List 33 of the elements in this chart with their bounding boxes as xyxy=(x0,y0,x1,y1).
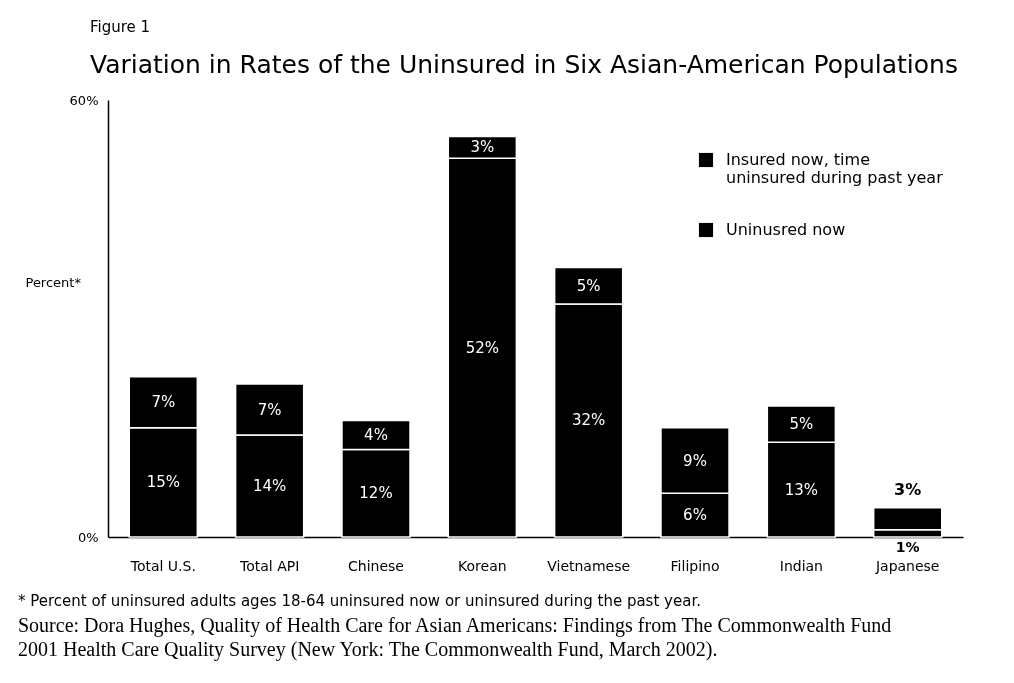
y-tick-label: 60% xyxy=(69,92,99,108)
data-label: 9% xyxy=(683,451,707,470)
text: * Percent of uninsured adults ages 18-64 uninsured now or uninsured during the past year. xyxy=(18,592,702,610)
data-label: 52% xyxy=(465,338,499,357)
y-axis-title: Percent* xyxy=(25,274,82,290)
data-label: 7% xyxy=(151,393,176,412)
x-tick-label: Chinese xyxy=(348,557,404,574)
data-label: 3% xyxy=(894,479,922,499)
data-label: 13% xyxy=(784,480,819,499)
legend-label: Insured now, time uninsured during past year xyxy=(726,150,944,187)
data-label: 14% xyxy=(252,477,287,496)
x-tick-label: Total U.S. xyxy=(129,557,196,574)
data-label: 7% xyxy=(257,400,282,419)
chart-title: Variation in Rates of the Uninsured in Six Asian-American Populations xyxy=(90,50,958,79)
data-label: 12% xyxy=(359,484,393,503)
y-tick-label: 0% xyxy=(77,529,99,545)
x-tick-label: Korean xyxy=(458,557,507,574)
legend-label: Uninusred now xyxy=(726,220,846,239)
data-label: 5% xyxy=(576,276,601,295)
data-label: 5% xyxy=(789,415,814,434)
x-tick-label: Total API xyxy=(238,557,300,574)
caption: Figure 1 xyxy=(90,18,151,36)
data-label: 1% xyxy=(895,539,920,555)
data-label: 3% xyxy=(470,138,495,157)
data-label: 6% xyxy=(683,506,707,525)
x-tick-label: Vietnamese xyxy=(547,557,631,574)
data-label: 32% xyxy=(572,411,606,430)
x-tick-label: Indian xyxy=(779,557,823,574)
data-label: 15% xyxy=(146,473,180,492)
x-tick-label: Japanese xyxy=(874,557,940,574)
source-note: Source: Dora Hughes, Quality of Health Care for Asian Americans: Findings from The Commonwealth Fund 2001 Health Care Quality Survey (New York: The Commonwealth Fund, March 2002). xyxy=(18,613,893,661)
x-tick-label: Filipino xyxy=(670,557,720,574)
data-label: 4% xyxy=(364,426,388,445)
